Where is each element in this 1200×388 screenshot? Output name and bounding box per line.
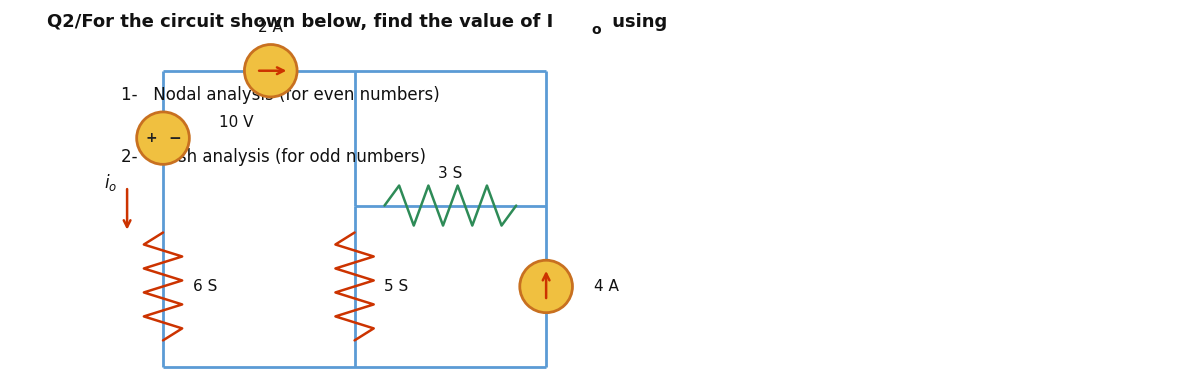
Text: $i_o$: $i_o$: [104, 172, 118, 193]
Ellipse shape: [520, 260, 572, 313]
Text: −: −: [168, 131, 181, 146]
Text: 2-   Mesh analysis (for odd numbers): 2- Mesh analysis (for odd numbers): [121, 148, 426, 166]
Text: 6 S: 6 S: [193, 279, 217, 294]
Text: Q2/For the circuit shown below, find the value of I: Q2/For the circuit shown below, find the…: [47, 13, 553, 31]
Ellipse shape: [245, 45, 298, 97]
Text: o: o: [592, 23, 601, 36]
Ellipse shape: [137, 112, 190, 165]
Text: using: using: [606, 13, 667, 31]
Text: 10 V: 10 V: [220, 115, 253, 130]
Text: 1-   Nodal analysis (for even numbers): 1- Nodal analysis (for even numbers): [121, 86, 440, 104]
Text: 3 S: 3 S: [438, 166, 462, 180]
Text: 2 A: 2 A: [258, 20, 283, 35]
Text: +: +: [145, 131, 157, 145]
Text: 4 A: 4 A: [594, 279, 619, 294]
Text: 5 S: 5 S: [384, 279, 409, 294]
